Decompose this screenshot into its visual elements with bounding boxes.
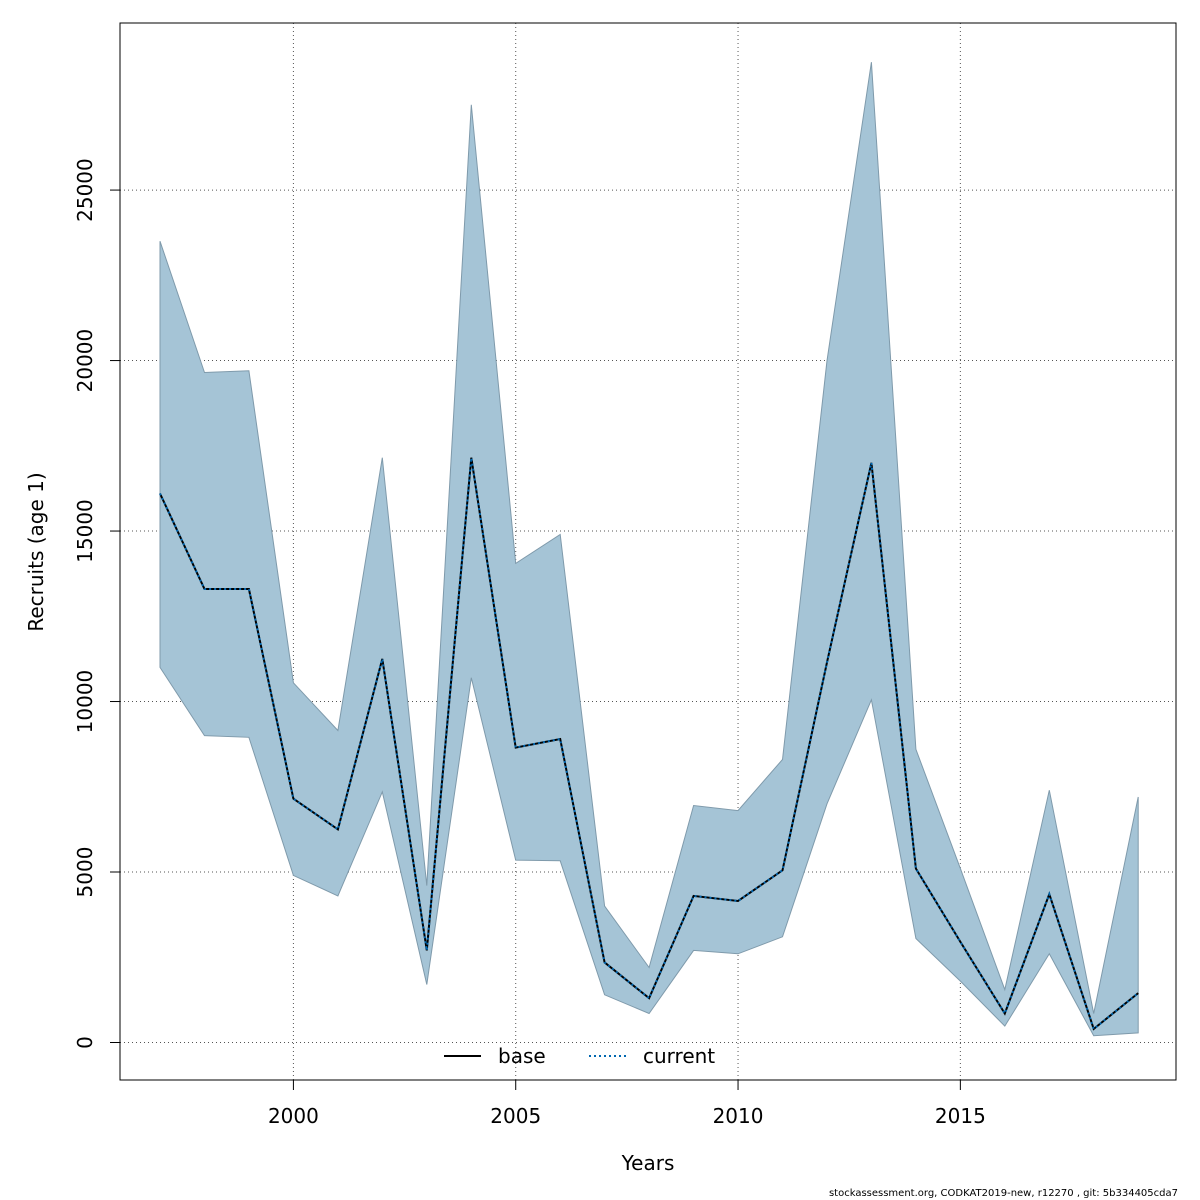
plot-frame (119, 22, 1177, 1081)
x-axis: 2000 2005 2010 2015 (268, 1079, 986, 1128)
series-lines (159, 457, 1139, 1031)
footer-credit: stockassessment.org, CODKAT2019-new, r12… (828, 1188, 1178, 1199)
y-tick-label-25000: 25000 (73, 158, 97, 222)
legend-label-current: current (643, 1044, 715, 1068)
confidence-band (159, 62, 1139, 1037)
x-tick-label-2005: 2005 (490, 1104, 541, 1128)
grid-lines (120, 23, 1176, 1080)
x-tick-label-2000: 2000 (268, 1104, 319, 1128)
series-line-current (159, 457, 1139, 1031)
y-tick-label-20000: 20000 (73, 329, 97, 393)
y-axis-title: Recruits (age 1) (24, 472, 48, 631)
y-tick-label-5000: 5000 (73, 847, 97, 898)
legend: base current (444, 1044, 715, 1068)
y-axis: 0 5000 10000 15000 20000 25000 (73, 158, 121, 1049)
y-tick-label-0: 0 (73, 1036, 97, 1049)
x-axis-title: Years (621, 1151, 675, 1175)
legend-label-base: base (498, 1044, 546, 1068)
y-tick-label-10000: 10000 (73, 670, 97, 734)
x-tick-label-2010: 2010 (713, 1104, 764, 1128)
y-tick-label-15000: 15000 (73, 499, 97, 563)
x-tick-label-2015: 2015 (935, 1104, 986, 1128)
